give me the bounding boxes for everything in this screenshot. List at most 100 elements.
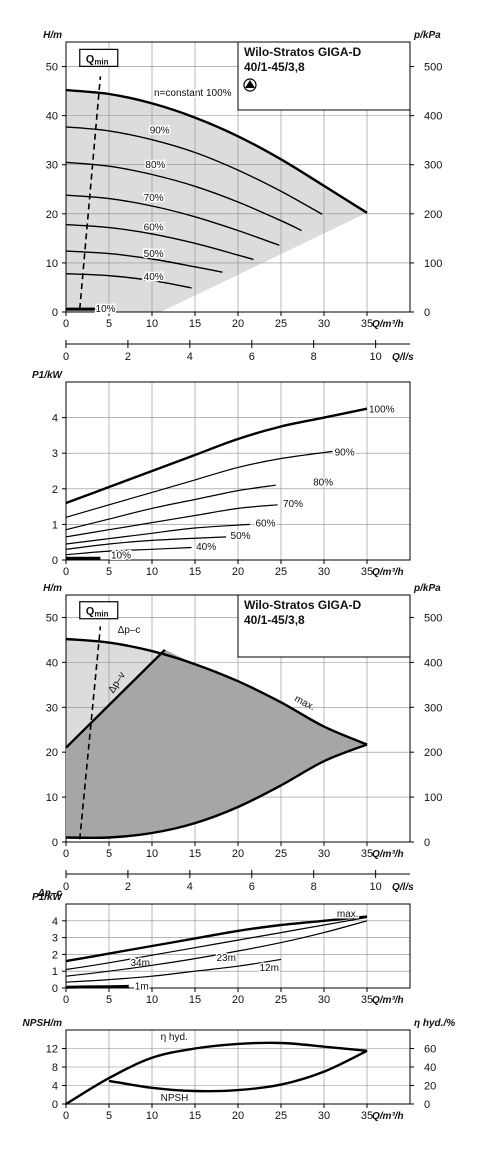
y2-tick-label: 100: [424, 258, 442, 270]
y-tick-label: 30: [46, 702, 58, 714]
curve-label-40: 40%: [196, 542, 216, 553]
head-flow-area-chart: 0 5 10 15 20 25 30 35Q/m³/h01020304050H/m010020…: [43, 583, 442, 893]
x2-tick-label: 10: [370, 351, 382, 363]
y-tick-label: 4: [52, 413, 58, 425]
y2-tick-label: 20: [424, 1081, 436, 1093]
y-tick-label: 12: [46, 1044, 58, 1056]
curve-label-60: 60%: [255, 519, 275, 530]
x-tick-label: 5: [106, 848, 112, 860]
qmin-line: [78, 626, 102, 840]
x2-axis-label: Q/l/s: [392, 352, 414, 363]
chart-subtitle: 40/1-45/3,8: [244, 613, 305, 627]
x-tick-label: 15: [189, 1110, 201, 1122]
curve-60: [65, 523, 251, 545]
x-tick-label: 20: [232, 994, 244, 1006]
y2-tick-label: 500: [424, 62, 442, 74]
curve-n-constant-100: [65, 88, 368, 214]
x-axis-label: Q/m³/h: [372, 1111, 404, 1122]
curve-34m: [65, 916, 368, 971]
y2-axis-label: η hyd./%: [414, 1018, 455, 1029]
curve-label-1m: 1m: [135, 981, 149, 992]
y2-tick-label: 300: [424, 702, 442, 714]
x2-tick-label: 2: [125, 881, 131, 893]
x-tick-label: 20: [232, 1110, 244, 1122]
qmin-box: [79, 48, 119, 67]
x-axis-label: Q/m³/h: [372, 995, 404, 1006]
x-tick-label: 5: [106, 566, 112, 578]
y2-tick-label: 400: [424, 657, 442, 669]
operating-area: [66, 90, 367, 312]
x-tick-label: 15: [189, 848, 201, 860]
curve-label-10: 10%: [111, 551, 131, 562]
x-tick-label: 25: [275, 1110, 287, 1122]
x-axis-label: Q/m³/h: [372, 319, 404, 330]
x2-tick-label: 4: [187, 881, 193, 893]
x-tick-label: 10: [146, 566, 158, 578]
y-tick-label: 4: [52, 916, 58, 928]
y-tick-label: 0: [52, 1099, 58, 1111]
x-tick-label: 30: [318, 318, 330, 330]
x-tick-label: 30: [318, 848, 330, 860]
x-tick-label: 30: [318, 1110, 330, 1122]
x2-tick-label: 8: [311, 881, 317, 893]
y2-tick-label: 0: [424, 837, 430, 849]
direction-arrow-icon: [245, 80, 255, 88]
y-tick-label: 50: [46, 62, 58, 74]
x-tick-label: 20: [232, 566, 244, 578]
head-flow-chart: 0 5 10 15 20 25 30 35Q/m³/h01020304050H/m010020…: [43, 30, 442, 363]
x-tick-label: 5: [106, 1110, 112, 1122]
curve-label-npsh: NPSH: [161, 1093, 189, 1104]
qmin-label: Qmin: [86, 606, 109, 619]
y-tick-label: 30: [46, 160, 58, 172]
x-tick-label: 5: [106, 994, 112, 1006]
x-tick-label: 20: [232, 318, 244, 330]
y2-axis-label: p/kPa: [413, 30, 441, 41]
y-tick-label: 3: [52, 933, 58, 945]
dpv-area: [66, 649, 367, 838]
x-tick-label: 0: [63, 848, 69, 860]
curve-90: [65, 126, 323, 215]
y-axis-label: H/m: [43, 30, 62, 41]
x-tick-label: 25: [275, 994, 287, 1006]
curve-40: [65, 273, 192, 289]
chart-subtitle: 40/1-45/3,8: [244, 60, 305, 74]
y-tick-label: 0: [52, 837, 58, 849]
x-tick-label: 35: [361, 318, 373, 330]
y-tick-label: 10: [46, 258, 58, 270]
curve-50: [65, 536, 227, 550]
curve-70: [65, 194, 280, 246]
x-tick-label: 0: [63, 318, 69, 330]
y-tick-label: 40: [46, 657, 58, 669]
curve-60: [65, 223, 254, 261]
x-tick-label: 0: [63, 1110, 69, 1122]
curve-label-60: 60%: [144, 223, 164, 234]
curve-label-70: 70%: [283, 499, 303, 510]
y2-tick-label: 40: [424, 1062, 436, 1074]
x-tick-label: 10: [146, 318, 158, 330]
qmin-line: [78, 76, 102, 310]
y-tick-label: 2: [52, 949, 58, 961]
x-tick-label: 15: [189, 318, 201, 330]
y2-tick-label: 200: [424, 747, 442, 759]
y-tick-label: 0: [52, 983, 58, 995]
y-tick-label: 20: [46, 209, 58, 221]
y2-tick-label: 300: [424, 160, 442, 172]
y-tick-label: 0: [52, 307, 58, 319]
x-tick-label: 20: [232, 848, 244, 860]
x-tick-label: 35: [361, 848, 373, 860]
y-tick-label: 4: [52, 1081, 58, 1093]
y-tick-label: 2: [52, 484, 58, 496]
x2-tick-label: 6: [249, 881, 255, 893]
curve-label-80: 80%: [145, 160, 165, 171]
curve-label-10: 10%: [96, 304, 116, 315]
x-tick-label: 35: [361, 566, 373, 578]
curve-label-70: 70%: [144, 193, 164, 204]
curve-max: [65, 637, 368, 746]
y-tick-label: 8: [52, 1062, 58, 1074]
y-tick-label: 3: [52, 448, 58, 460]
y-axis-title-top: Δp–c: [37, 888, 62, 899]
qmin-box: [79, 601, 119, 620]
curve-1m: [65, 984, 129, 989]
curve-label-eta-hyd: η hyd.: [161, 1032, 188, 1043]
x2-tick-label: 6: [249, 351, 255, 363]
